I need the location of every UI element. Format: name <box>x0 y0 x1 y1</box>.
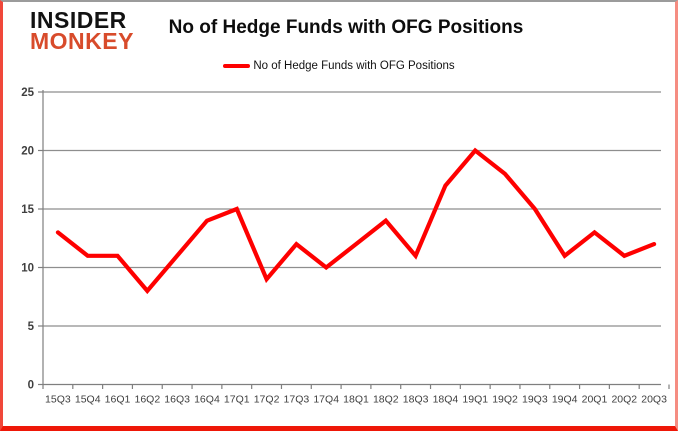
x-axis-label: 17Q3 <box>284 394 310 406</box>
legend: No of Hedge Funds with OFG Positions <box>3 60 675 72</box>
insider-monkey-logo: INSIDER MONKEY <box>30 7 134 55</box>
y-axis-label: 10 <box>21 263 34 275</box>
legend-label: No of Hedge Funds with OFG Positions <box>253 60 455 72</box>
x-axis-label: 17Q1 <box>224 394 250 406</box>
y-axis-label: 5 <box>28 321 35 333</box>
x-axis-label: 16Q1 <box>105 394 131 406</box>
x-axis-label: 19Q1 <box>462 394 488 406</box>
x-axis-label: 19Q2 <box>492 394 518 406</box>
x-axis-label: 16Q4 <box>194 394 220 406</box>
y-axis-label: 15 <box>21 204 34 216</box>
x-axis-label: 15Q3 <box>45 394 71 406</box>
x-axis-label: 19Q3 <box>522 394 548 406</box>
series-line <box>55 147 657 295</box>
chart-canvas: 0 5 10 15 20 25 15Q3 15Q4 16Q1 16Q2 16Q3 16Q4 17Q1 17… <box>21 87 670 406</box>
y-axis-label: 0 <box>28 380 34 392</box>
chart-title: No of Hedge Funds with OFG Positions <box>168 17 524 38</box>
logo-monkey-text: MONKEY <box>30 28 134 55</box>
x-axis-label: 18Q3 <box>403 394 429 406</box>
x-axis-label: 16Q3 <box>164 394 190 406</box>
legend-line-swatch <box>223 64 251 68</box>
x-axis-label: 18Q4 <box>433 394 459 406</box>
x-axis-label: 20Q3 <box>641 394 667 406</box>
x-axis-label: 15Q4 <box>75 394 101 406</box>
x-axis-label: 20Q1 <box>582 394 608 406</box>
x-axis-label: 18Q1 <box>343 394 369 406</box>
x-axis-label: 17Q4 <box>313 394 339 406</box>
x-axis-label: 16Q2 <box>134 394 160 406</box>
y-axis-label: 25 <box>21 87 34 99</box>
logo-insider-text: INSIDER <box>30 7 127 33</box>
x-axis-label: 19Q4 <box>552 394 578 406</box>
y-axis-label: 20 <box>21 146 34 158</box>
x-axis-label: 18Q2 <box>373 394 399 406</box>
x-axis-label: 17Q2 <box>254 394 280 406</box>
x-axis-label: 20Q2 <box>611 394 637 406</box>
